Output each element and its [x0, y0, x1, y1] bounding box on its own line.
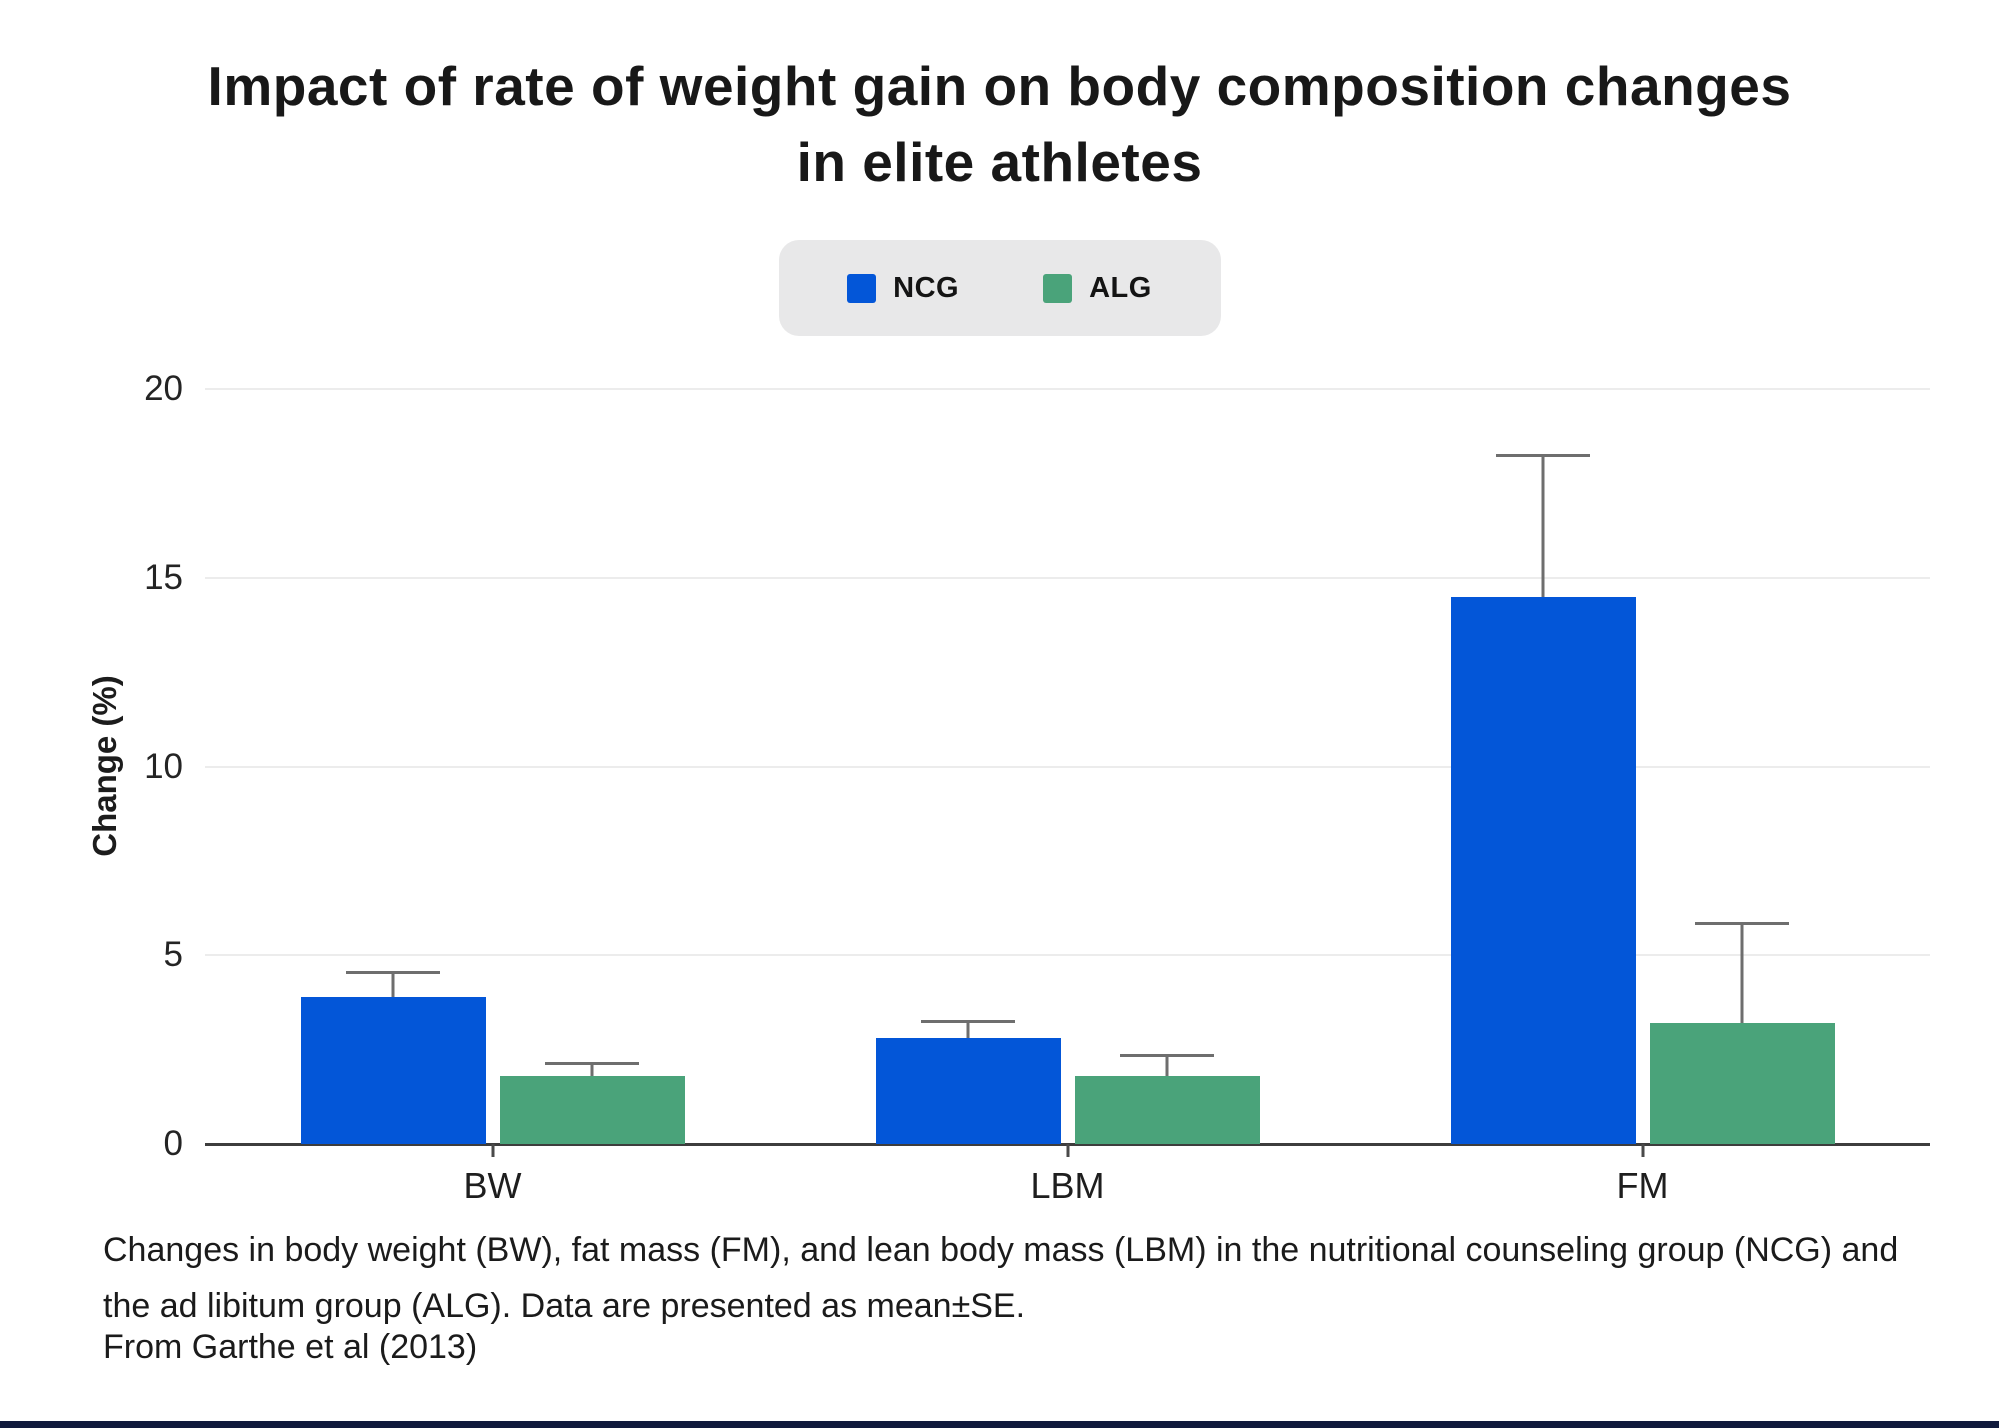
error-whisker-ncg-bw	[391, 974, 395, 997]
x-tick-label-bw: BW	[463, 1165, 522, 1206]
gridline-15	[205, 576, 1930, 579]
error-bar-ncg-bw	[346, 971, 440, 997]
x-tick-label-lbm: LBM	[1030, 1165, 1105, 1206]
chart-title-line-2: in elite athletes	[796, 131, 1203, 193]
x-tick-lbm	[1066, 1144, 1069, 1157]
y-tick-label-0: 0	[163, 1124, 183, 1163]
bar-alg-lbm	[1074, 1054, 1260, 1144]
chart-title: Impact of rate of weight gain on body co…	[0, 48, 1999, 200]
y-axis-title: Change (%)	[86, 675, 123, 857]
y-tick-label-20: 20	[144, 369, 183, 408]
figure-caption: Changes in body weight (BW), fat mass (F…	[103, 1231, 1899, 1325]
bar-ncg-bw	[300, 971, 486, 1144]
gridline-10	[205, 765, 1930, 768]
x-tick-label-fm: FM	[1616, 1165, 1669, 1206]
y-tick-label-5: 5	[163, 935, 183, 975]
bar-ncg-lbm	[875, 1020, 1061, 1144]
error-whisker-alg-bw	[590, 1064, 594, 1077]
y-tick-label-15: 15	[144, 557, 183, 597]
legend-label-ncg: NCG	[893, 271, 960, 304]
x-tick-bw	[491, 1144, 494, 1157]
footer-accent-bar	[0, 1421, 1999, 1428]
plot-area: 0 5 10 15 20 BW LBM FM	[144, 369, 1930, 1206]
legend-label-alg: ALG	[1089, 271, 1152, 304]
legend-item-alg: ALG	[1043, 272, 1152, 305]
error-whisker-ncg-fm	[1541, 456, 1545, 597]
legend-swatch-ncg	[847, 273, 877, 303]
bars-fm	[1355, 389, 1930, 1144]
category-group-lbm: LBM	[780, 389, 1355, 1206]
error-bar-ncg-fm	[1496, 453, 1590, 597]
error-whisker-alg-fm	[1740, 925, 1744, 1024]
error-whisker-ncg-lbm	[966, 1023, 970, 1039]
legend-swatch-alg	[1043, 273, 1073, 303]
error-whisker-alg-lbm	[1165, 1057, 1169, 1077]
category-group-fm: FM	[1355, 389, 1930, 1206]
gridline-5	[205, 954, 1930, 957]
x-tick-fm	[1641, 1144, 1644, 1157]
bar-ncg-fm	[1450, 453, 1636, 1144]
bar-alg-fm	[1649, 922, 1835, 1144]
chart-title-line-1: Impact of rate of weight gain on body co…	[207, 55, 1792, 117]
legend-item-ncg: NCG	[847, 272, 959, 305]
bars-bw	[205, 389, 780, 1144]
category-group-bw: BW	[205, 389, 780, 1206]
legend: NCG ALG	[778, 240, 1221, 336]
error-bar-alg-fm	[1695, 922, 1789, 1024]
y-tick-label-10: 10	[144, 746, 183, 786]
error-bar-ncg-lbm	[921, 1020, 1015, 1039]
source-attribution: From Garthe et al (2013)	[103, 1328, 478, 1366]
error-bar-alg-bw	[545, 1061, 639, 1077]
error-bar-alg-lbm	[1120, 1054, 1214, 1077]
bar-alg-bw	[499, 1061, 685, 1144]
gridline-20	[205, 388, 1930, 390]
bars-lbm	[780, 389, 1355, 1144]
